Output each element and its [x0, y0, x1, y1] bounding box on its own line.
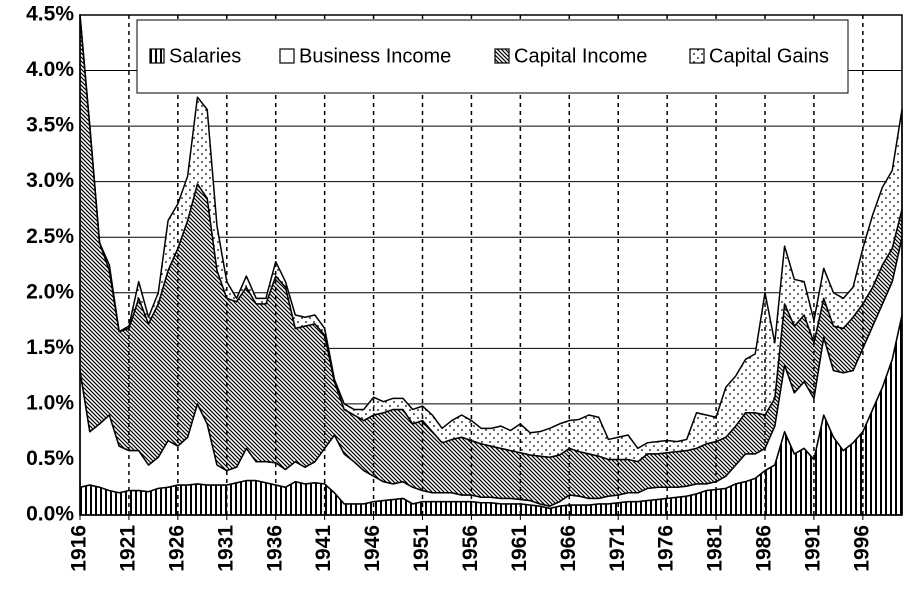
y-tick-label: 1.0%	[26, 391, 74, 414]
legend-swatch	[279, 48, 295, 64]
x-tick-label: 1941	[312, 525, 335, 572]
x-tick-label: 1931	[214, 525, 237, 572]
x-tick-label: 1981	[704, 525, 727, 572]
legend-swatch	[149, 48, 165, 64]
y-tick-label: 0.5%	[26, 447, 74, 470]
y-tick-label: 3.5%	[26, 114, 74, 137]
x-tick-label: 1996	[850, 525, 873, 572]
x-tick-label: 1926	[165, 525, 188, 572]
legend-box	[136, 19, 849, 94]
legend-label: Salaries	[169, 45, 241, 67]
x-tick-label: 1936	[263, 525, 286, 572]
y-tick-label: 4.0%	[26, 58, 74, 81]
x-tick-label: 1991	[801, 525, 824, 572]
y-tick-label: 2.5%	[26, 225, 74, 248]
x-tick-label: 1976	[655, 525, 678, 572]
x-tick-label: 1956	[459, 525, 482, 572]
legend-swatch	[689, 48, 705, 64]
y-tick-label: 2.0%	[26, 280, 74, 303]
x-tick-label: 1966	[557, 525, 580, 572]
x-tick-label: 1986	[753, 525, 776, 572]
legend-swatch	[494, 48, 510, 64]
x-tick-label: 1916	[68, 525, 91, 572]
y-tick-label: 3.0%	[26, 169, 74, 192]
y-tick-label: 1.5%	[26, 336, 74, 359]
x-tick-label: 1961	[508, 525, 531, 572]
legend-label: Business Income	[299, 45, 451, 67]
plot-frame	[79, 14, 903, 516]
x-tick-label: 1971	[606, 525, 629, 572]
x-tick-label: 1921	[116, 525, 139, 572]
y-tick-label: 4.5%	[26, 3, 74, 26]
x-tick-label: 1946	[361, 525, 384, 572]
x-tick-label: 1951	[410, 525, 433, 572]
legend-label: Capital Gains	[709, 45, 829, 67]
legend-label: Capital Income	[514, 45, 647, 67]
y-tick-label: 0.0%	[26, 503, 74, 526]
